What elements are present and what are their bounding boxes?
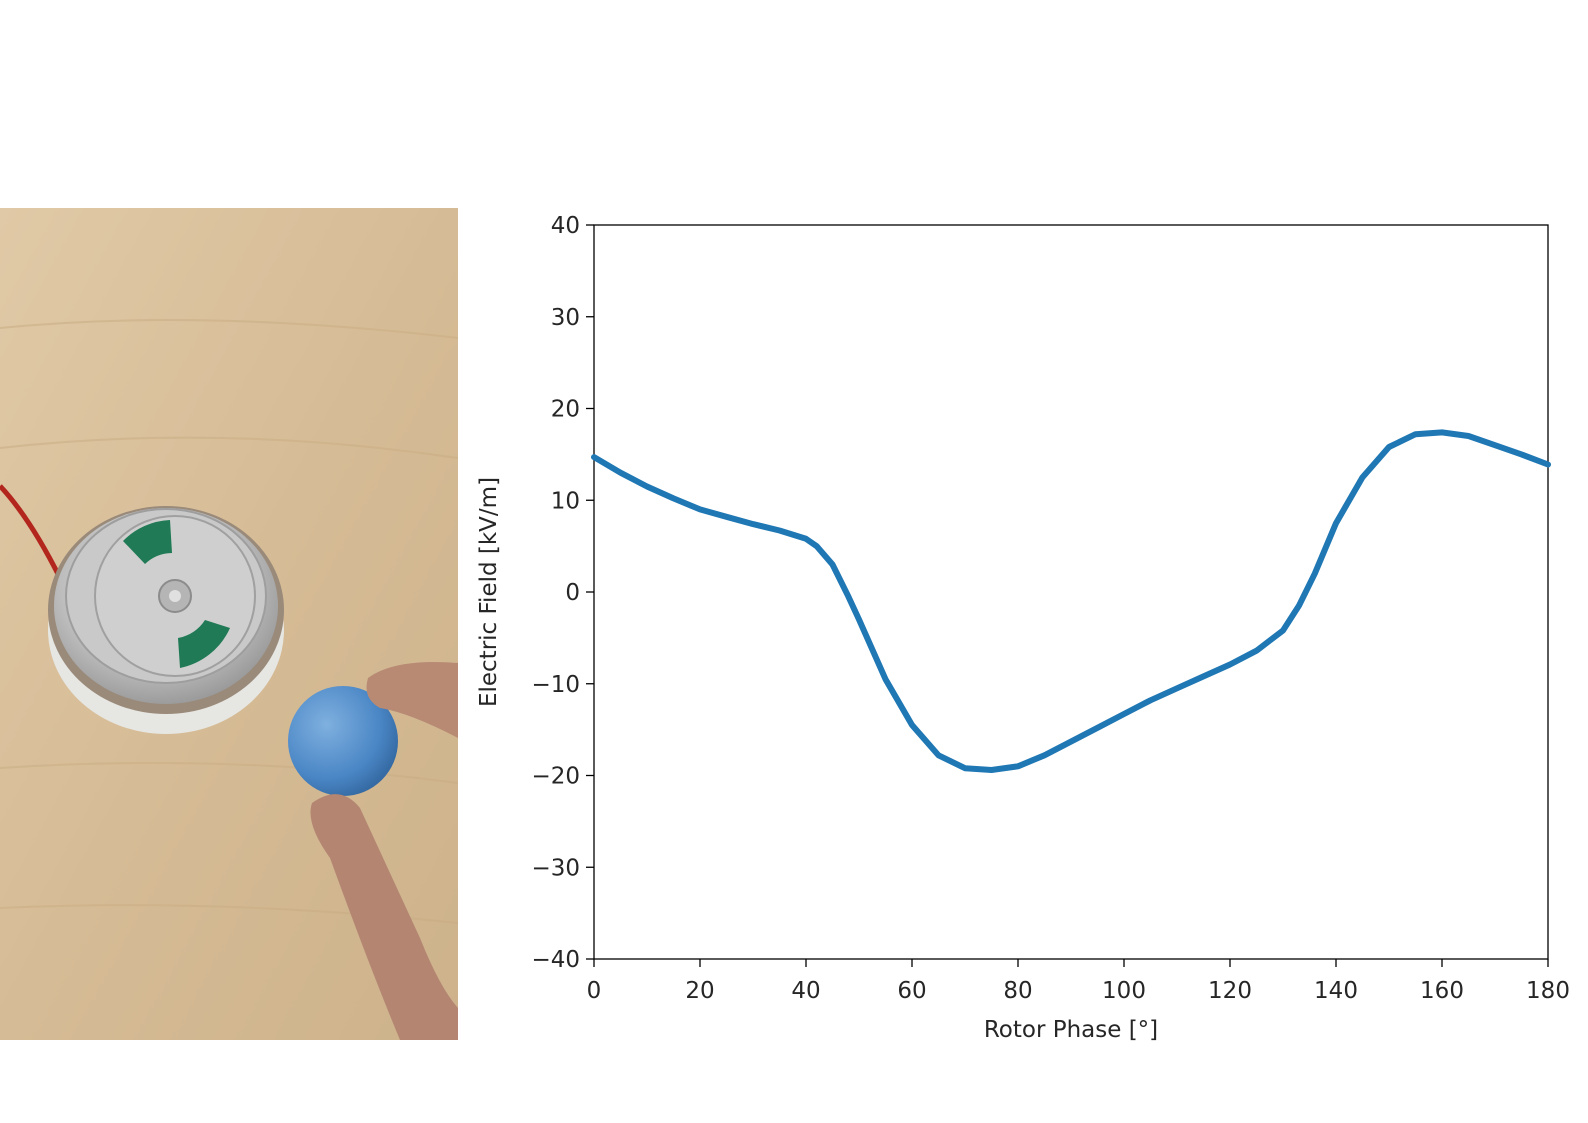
x-axis: 0 20 40 60 80 100 120 140 160 180: [587, 959, 1570, 1004]
y-axis-label: Electric Field [kV/m]: [476, 477, 502, 707]
x-tick-label: 20: [685, 978, 714, 1004]
y-tick-label: 10: [551, 488, 580, 514]
y-tick-label: −30: [531, 855, 580, 881]
y-tick-label: 40: [551, 213, 580, 239]
x-tick-label: 40: [791, 978, 820, 1004]
y-axis: 40 30 20 10 0 −10 −20 −30 −40: [531, 213, 594, 973]
y-tick-label: −10: [531, 672, 580, 698]
x-axis-label: Rotor Phase [°]: [984, 1017, 1158, 1043]
x-tick-label: 140: [1314, 978, 1358, 1004]
y-tick-label: −40: [531, 947, 580, 973]
x-tick-label: 0: [587, 978, 602, 1004]
plot-area-frame: [593, 224, 1549, 960]
x-tick-label: 180: [1526, 978, 1570, 1004]
y-tick-label: 20: [551, 397, 580, 423]
device-photo-icon: [0, 208, 458, 1040]
x-tick-label: 120: [1208, 978, 1252, 1004]
x-tick-label: 160: [1420, 978, 1464, 1004]
x-tick-label: 100: [1102, 978, 1146, 1004]
x-tick-label: 60: [897, 978, 926, 1004]
y-tick-label: −20: [531, 764, 580, 790]
y-tick-label: 30: [551, 305, 580, 331]
chart: 40 30 20 10 0 −10 −20 −30 −40 0 20 40 60 80 100 120 140…: [460, 200, 1588, 1060]
x-tick-label: 80: [1003, 978, 1032, 1004]
series-line: [591, 429, 1551, 773]
device-photo: [0, 208, 458, 1040]
y-tick-label: 0: [565, 580, 580, 606]
